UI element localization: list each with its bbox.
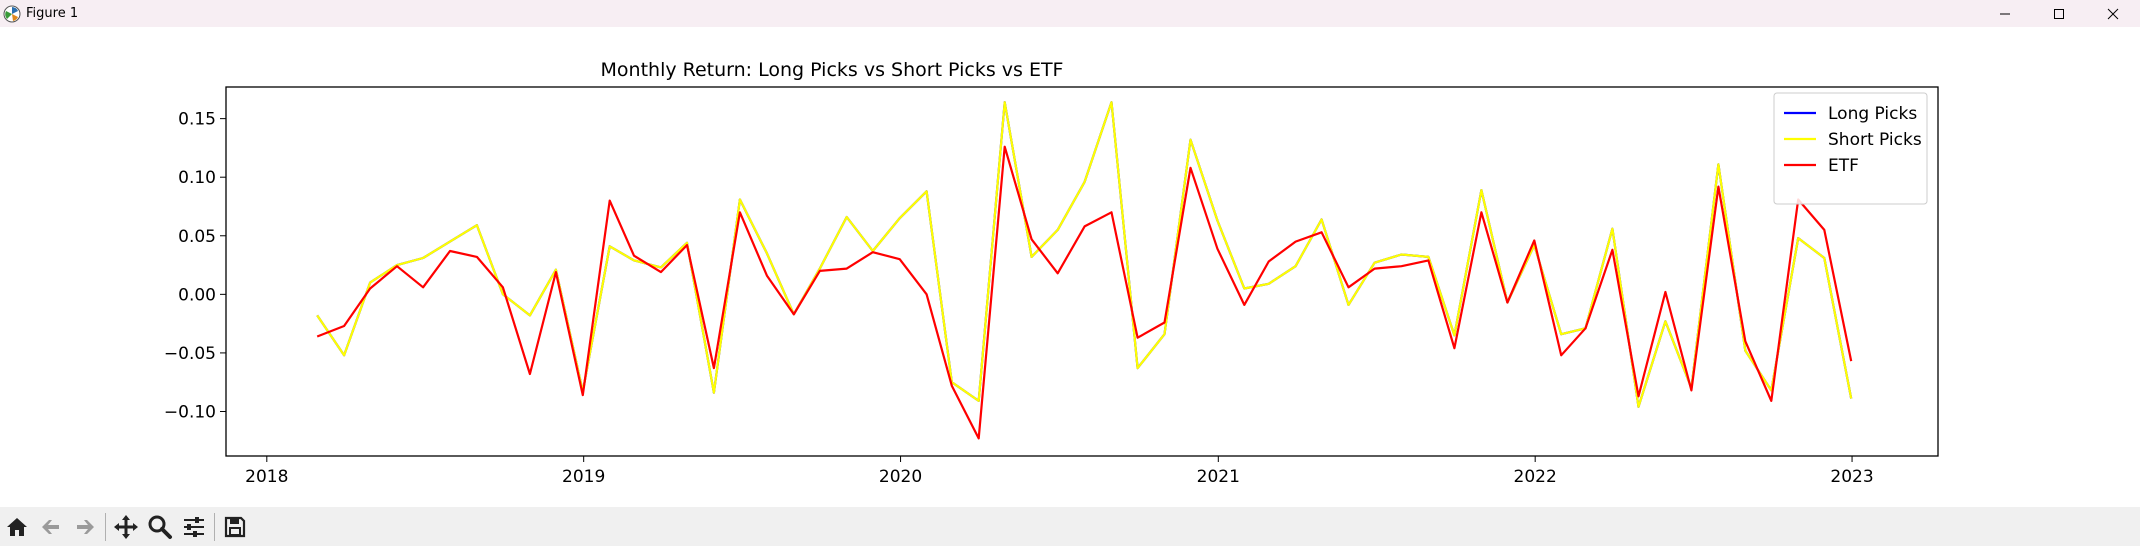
legend-label-short-picks: Short Picks xyxy=(1828,130,1922,150)
close-icon xyxy=(2107,8,2119,19)
forward-icon xyxy=(77,519,94,534)
maximize-button[interactable] xyxy=(2032,0,2086,27)
y-tick-label: 0.00 xyxy=(178,285,216,305)
pan-icon xyxy=(114,514,138,539)
navigation-toolbar xyxy=(0,507,2140,546)
figure-canvas: Monthly Return: Long Picks vs Short Pick… xyxy=(0,27,2140,507)
back-icon xyxy=(42,519,59,534)
series-line-long-picks xyxy=(316,101,1853,408)
y-tick-label: 0.10 xyxy=(178,168,216,188)
matplotlib-app-icon xyxy=(3,5,21,22)
x-tick-label: 2019 xyxy=(562,467,605,487)
plot-frame xyxy=(225,86,1939,457)
x-tick-label: 2022 xyxy=(1514,467,1557,487)
toolbar-separator xyxy=(105,512,106,541)
line-chart: Monthly Return: Long Picks vs Short Pick… xyxy=(164,59,1939,487)
zoom-icon xyxy=(148,515,172,539)
legend-label-etf: ETF xyxy=(1828,156,1859,176)
home-button[interactable] xyxy=(0,510,34,544)
back-button[interactable] xyxy=(34,510,68,544)
window-title: Figure 1 xyxy=(26,6,79,21)
x-tick-label: 2021 xyxy=(1197,467,1240,487)
x-tick-label: 2018 xyxy=(245,467,288,487)
x-tick-label: 2023 xyxy=(1830,467,1873,487)
close-button[interactable] xyxy=(2086,0,2140,27)
configure-subplots-button[interactable] xyxy=(177,510,211,544)
pan-button[interactable] xyxy=(109,510,143,544)
save-button[interactable] xyxy=(218,510,252,544)
configure-icon xyxy=(184,516,204,537)
minimize-icon xyxy=(2000,13,2010,14)
chart-title: Monthly Return: Long Picks vs Short Pick… xyxy=(601,59,1064,81)
series-line-short-picks xyxy=(316,101,1853,408)
legend: Long Picks Short Picks ETF xyxy=(1773,92,1928,205)
y-tick-label: −0.10 xyxy=(164,402,216,422)
save-icon xyxy=(224,516,246,537)
minimize-button[interactable] xyxy=(1978,0,2032,27)
legend-box xyxy=(1773,92,1928,205)
series-line-etf xyxy=(316,145,1853,440)
maximize-icon xyxy=(2054,8,2064,19)
window-titlebar: Figure 1 xyxy=(0,0,2140,27)
zoom-button[interactable] xyxy=(143,510,177,544)
home-icon xyxy=(7,517,27,536)
forward-button[interactable] xyxy=(68,510,102,544)
x-tick-label: 2020 xyxy=(879,467,922,487)
y-tick-label: −0.05 xyxy=(164,344,216,364)
y-tick-label: 0.05 xyxy=(178,227,216,247)
legend-label-long-picks: Long Picks xyxy=(1828,104,1917,124)
toolbar-separator xyxy=(214,512,215,541)
y-tick-label: 0.15 xyxy=(178,110,216,130)
